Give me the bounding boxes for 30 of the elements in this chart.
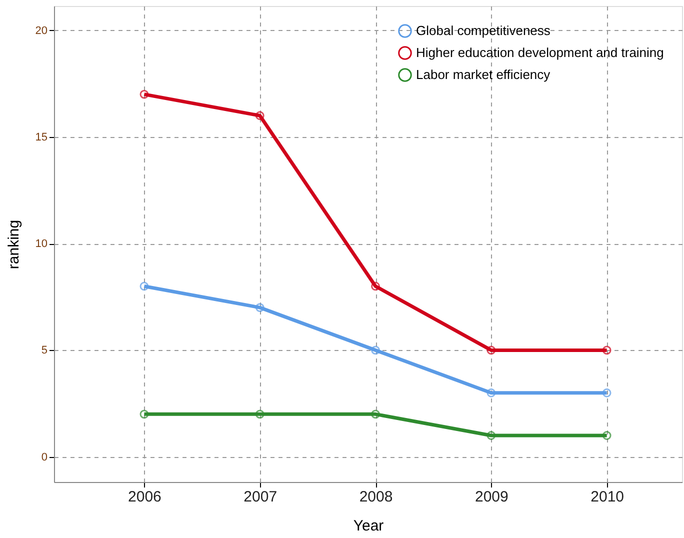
x-tick-label: 2009 [474, 488, 508, 506]
point [602, 346, 612, 355]
point [602, 388, 612, 398]
point [140, 90, 149, 99]
x-axis-title: Year [353, 518, 384, 534]
point [255, 410, 264, 419]
point [255, 303, 264, 312]
legend-label: Labor market efficiency [416, 67, 551, 82]
x-tick-label: 2008 [359, 488, 393, 506]
point [255, 111, 264, 120]
x-tick-label: 2007 [244, 488, 278, 506]
point [486, 346, 496, 355]
point [371, 410, 380, 419]
point [602, 431, 612, 440]
point [371, 282, 380, 291]
legend-label: Higher education development and training [416, 45, 664, 60]
y-tick-label: 0 [41, 451, 48, 464]
x-tick-label: 2006 [128, 488, 162, 506]
y-tick-label: 5 [41, 344, 48, 357]
y-axis-title: ranking [5, 220, 22, 270]
point [486, 388, 496, 398]
x-tick-label: 2010 [590, 488, 624, 506]
y-tick-label: 15 [35, 131, 48, 144]
y-tick-label: 20 [35, 24, 48, 37]
point [140, 282, 149, 291]
legend-label: Global competitiveness [416, 23, 551, 38]
point [140, 410, 149, 419]
point [486, 431, 496, 440]
y-tick-label: 10 [35, 238, 48, 250]
point [371, 346, 380, 355]
